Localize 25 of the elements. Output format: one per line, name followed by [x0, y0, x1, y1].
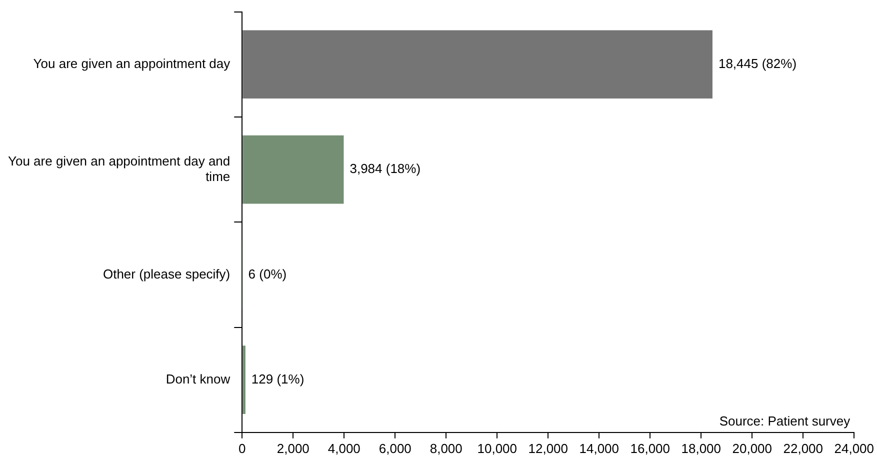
y-tick-label: You are given an appointment day and time [8, 153, 230, 184]
annotation: Source: Patient survey [719, 413, 851, 428]
bar [242, 30, 712, 99]
x-tick-label: 10,000 [477, 440, 518, 456]
x-tick-label: 6,000 [378, 440, 412, 456]
x-tick-label: 20,000 [732, 440, 772, 456]
x-tick-label: 4,000 [328, 440, 360, 456]
bar [242, 135, 344, 204]
data-label: 18,445 (82%) [718, 56, 797, 71]
x-tick-label: 16,000 [630, 440, 670, 456]
y-tick-label: You are given an appointment day [33, 56, 231, 71]
x-tick-label: 22,000 [783, 440, 824, 456]
x-tick-label: 0 [238, 440, 246, 456]
x-tick-label: 18,000 [681, 440, 722, 456]
bar [242, 346, 246, 414]
x-tick-label: 2,000 [276, 440, 310, 456]
y-tick-label: Other (please specify) [102, 266, 230, 282]
x-tick-label: 14,000 [579, 440, 620, 456]
data-label: 6 (0%) [248, 266, 287, 282]
x-tick-label: 12,000 [528, 440, 568, 456]
x-tick-label: 24,000 [834, 440, 874, 456]
data-label: 129 (1%) [251, 371, 304, 386]
data-label: 3,984 (18%) [350, 161, 421, 176]
x-tick-label: 8,000 [430, 440, 462, 456]
y-tick-label: Don’t know [166, 371, 231, 386]
